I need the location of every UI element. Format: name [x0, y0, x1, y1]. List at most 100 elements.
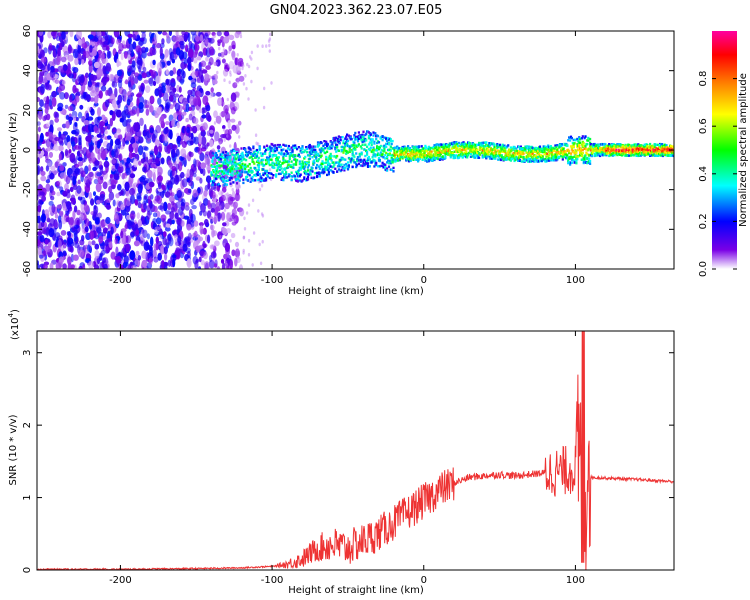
heatmap-cell: [299, 173, 302, 176]
heatmap-cell: [185, 103, 190, 113]
heatmap-cell: [261, 214, 265, 218]
heatmap-cell: [171, 165, 177, 172]
heatmap-cell: [170, 207, 175, 213]
heatmap-cell: [147, 77, 154, 85]
heatmap-cell: [41, 195, 46, 202]
heatmap-cell: [198, 266, 201, 269]
heatmap-cell: [345, 135, 348, 138]
heatmap-cell: [308, 171, 311, 174]
heatmap-cell: [229, 70, 232, 74]
heatmap-cell: [81, 235, 85, 242]
heatmap-cell: [133, 72, 140, 77]
heatmap-cell: [290, 154, 293, 157]
heatmap-cell: [296, 171, 300, 174]
heatmap-cell: [237, 158, 240, 161]
heatmap-cell: [118, 153, 123, 162]
heatmap-cell: [83, 119, 90, 126]
heatmap-cell: [540, 147, 543, 150]
heatmap-cell: [59, 165, 65, 172]
heatmap-cell: [421, 158, 424, 161]
heatmap-cell: [279, 172, 282, 175]
heatmap-cell: [316, 141, 320, 144]
heatmap-cell: [152, 212, 158, 218]
heatmap-cell: [497, 149, 500, 152]
heatmap-cell: [244, 171, 247, 174]
heatmap-cell: [327, 170, 330, 174]
heatmap-cell: [74, 122, 78, 127]
heatmap-cell: [297, 154, 300, 157]
heatmap-cell: [417, 145, 421, 148]
heatmap-cell: [350, 148, 353, 152]
heatmap-cell: [226, 164, 229, 167]
heatmap-cell: [223, 172, 226, 175]
heatmap-cell: [283, 152, 286, 155]
heatmap-cell: [334, 167, 337, 170]
heatmap-cell: [239, 31, 242, 36]
heatmap-cell: [553, 147, 556, 150]
heatmap-cell: [275, 173, 278, 176]
heatmap-cell: [135, 45, 142, 53]
heatmap-cell: [74, 167, 81, 175]
heatmap-cell: [224, 202, 230, 210]
heatmap-cell: [271, 143, 274, 146]
heatmap-cell: [352, 148, 355, 151]
heatmap-cell: [212, 152, 215, 155]
heatmap-cell: [180, 198, 186, 207]
heatmap-cell: [389, 140, 392, 143]
heatmap-cell: [514, 158, 517, 162]
heatmap-cell: [328, 145, 331, 148]
heatmap-cell: [454, 144, 457, 147]
heatmap-cell: [392, 170, 395, 173]
heatmap-cell: [98, 235, 104, 244]
heatmap-cell: [441, 151, 444, 154]
heatmap-cell: [244, 163, 247, 166]
heatmap-cell: [185, 117, 189, 123]
heatmap-cell: [65, 175, 71, 185]
heatmap-cell: [439, 157, 442, 161]
heatmap-cell: [519, 155, 522, 158]
heatmap-cell: [48, 131, 54, 141]
heatmap-cell: [342, 139, 345, 142]
heatmap-cell: [430, 146, 433, 150]
heatmap-cell: [574, 149, 577, 152]
heatmap-cell: [72, 115, 77, 124]
heatmap-cell: [128, 36, 132, 45]
heatmap-cell: [568, 150, 571, 153]
heatmap-cell: [73, 205, 78, 213]
heatmap-cell: [40, 84, 45, 94]
heatmap-cell: [231, 167, 234, 170]
heatmap-cell: [548, 159, 551, 162]
heatmap-cell: [366, 151, 369, 154]
heatmap-cell: [457, 150, 460, 154]
heatmap-cell: [267, 172, 270, 175]
heatmap-cell: [306, 161, 309, 165]
heatmap-cell: [213, 263, 218, 268]
heatmap-cell: [211, 173, 214, 177]
heatmap-cell: [48, 151, 54, 158]
heatmap-cell: [89, 73, 95, 84]
heatmap-cell: [552, 153, 555, 156]
heatmap-cell: [204, 219, 209, 226]
heatmap-cell: [574, 139, 577, 142]
heatmap-cell: [309, 173, 312, 176]
heatmap-cell: [145, 85, 151, 93]
heatmap-cell: [172, 258, 176, 268]
heatmap-cell: [225, 183, 229, 186]
heatmap-cell: [253, 162, 256, 165]
heatmap-cell: [316, 152, 320, 156]
heatmap-cell: [277, 172, 280, 176]
heatmap-cell: [230, 118, 236, 123]
heatmap-cell: [136, 195, 142, 202]
heatmap-cell: [182, 243, 188, 252]
heatmap-cell: [166, 184, 170, 192]
heatmap-cell: [569, 135, 573, 138]
heatmap-cell: [547, 149, 550, 152]
heatmap-cell: [575, 151, 578, 154]
heatmap-cell: [408, 154, 411, 158]
heatmap-cell: [318, 154, 321, 157]
heatmap-cell: [234, 31, 240, 39]
heatmap-cell: [255, 148, 259, 152]
heatmap-cell: [333, 137, 336, 140]
heatmap-cell: [115, 193, 120, 199]
heatmap-cell: [345, 152, 348, 155]
